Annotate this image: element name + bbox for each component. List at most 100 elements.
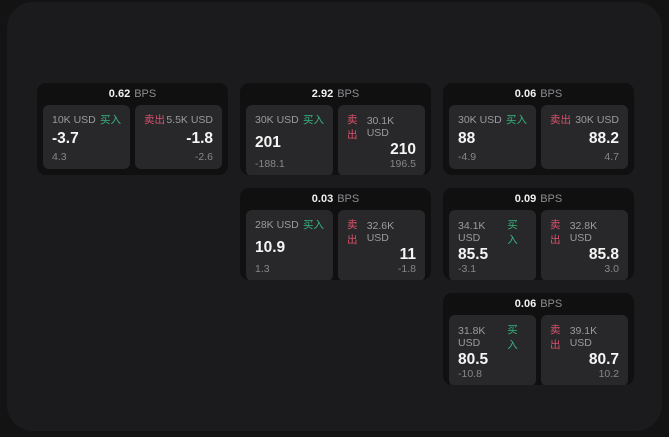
quote-card: 0.09 BPS 34.1K USD 买入 85.5 -3.1 卖出 32.8K… [443, 188, 634, 280]
card-header: 0.62 BPS [37, 83, 228, 105]
sell-price-value: -1.8 [186, 130, 213, 148]
quote-card: 0.03 BPS 28K USD 买入 10.9 1.3 卖出 32.6K US… [240, 188, 431, 280]
buy-price-value: -3.7 [52, 130, 79, 148]
sell-panel-top: 卖出 32.6K USD [347, 217, 416, 247]
buy-delta-value: -4.9 [458, 151, 477, 163]
bps-unit-label: BPS [540, 193, 563, 205]
buy-panel-top: 34.1K USD 买入 [458, 217, 527, 247]
app-frame: 0.62 BPS 10K USD 买入 -3.7 4.3 卖出 5.5K USD… [7, 2, 662, 431]
card-header: 2.92 BPS [240, 83, 431, 105]
sell-panel[interactable]: 卖出 39.1K USD 80.7 10.2 [541, 315, 628, 385]
buy-price-value: 80.5 [458, 351, 489, 368]
buy-amount-label: 28K USD [255, 218, 299, 231]
quote-card-grid: 0.62 BPS 10K USD 买入 -3.7 4.3 卖出 5.5K USD… [37, 83, 634, 385]
buy-amount-label: 30K USD [255, 113, 299, 126]
sell-side-label: 卖出 [144, 114, 165, 126]
bps-value: 0.06 [514, 88, 537, 100]
buy-panel-top: 30K USD 买入 [255, 112, 324, 127]
buy-panel[interactable]: 30K USD 买入 88 -4.9 [449, 105, 536, 169]
sell-amount-label: 30K USD [575, 113, 619, 126]
sell-amount-label: 39.1K USD [569, 325, 598, 349]
buy-price-value: 88 [458, 130, 476, 148]
buy-delta-value: -3.1 [458, 262, 477, 275]
buy-delta-value: -188.1 [255, 157, 285, 170]
bps-value: 0.62 [108, 88, 131, 100]
quote-card: 2.92 BPS 30K USD 买入 201 -188.1 卖出 30.1K … [240, 83, 431, 175]
buy-panel-top: 30K USD 买入 [458, 112, 527, 127]
bps-unit-label: BPS [337, 193, 360, 205]
buy-panel[interactable]: 31.8K USD 买入 80.5 -10.8 [449, 315, 536, 385]
bps-unit-label: BPS [337, 88, 360, 100]
sell-delta-value: 10.2 [598, 367, 619, 380]
sell-price-value: 88.2 [588, 130, 619, 148]
buy-panel-top: 28K USD 买入 [255, 217, 324, 232]
buy-amount-label: 10K USD [52, 113, 96, 126]
sell-panel[interactable]: 卖出 32.6K USD 11 -1.8 [338, 210, 425, 280]
quote-card: 0.06 BPS 31.8K USD 买入 80.5 -10.8 卖出 39.1… [443, 293, 634, 385]
sell-panel-top: 卖出 32.8K USD [550, 217, 619, 247]
side-panels: 34.1K USD 买入 85.5 -3.1 卖出 32.8K USD 85.8… [443, 210, 634, 280]
sell-side-label: 卖出 [347, 219, 358, 246]
sell-delta-value: 3.0 [604, 262, 619, 275]
card-header: 0.03 BPS [240, 188, 431, 210]
bps-value: 0.06 [514, 298, 537, 310]
buy-panel[interactable]: 34.1K USD 买入 85.5 -3.1 [449, 210, 536, 280]
buy-price-value: 201 [255, 133, 281, 151]
buy-delta-value: -10.8 [458, 367, 482, 380]
bps-value: 0.09 [514, 193, 537, 205]
buy-amount-label: 31.8K USD [458, 325, 486, 349]
sell-panel[interactable]: 卖出 30K USD 88.2 4.7 [541, 105, 628, 169]
sell-side-label: 卖出 [550, 114, 571, 126]
side-panels: 31.8K USD 买入 80.5 -10.8 卖出 39.1K USD 80.… [443, 315, 634, 385]
side-panels: 30K USD 买入 88 -4.9 卖出 30K USD 88.2 4.7 [443, 105, 634, 175]
sell-delta-value: 196.5 [389, 157, 416, 170]
sell-panel-top: 卖出 30.1K USD [347, 112, 416, 142]
buy-price-value: 10.9 [255, 238, 286, 256]
sell-delta-value: 4.7 [604, 151, 619, 163]
card-header: 0.09 BPS [443, 188, 634, 210]
sell-side-label: 卖出 [550, 324, 561, 351]
card-header: 0.06 BPS [443, 83, 634, 105]
sell-price-value: 85.8 [588, 246, 619, 263]
buy-panel[interactable]: 30K USD 买入 201 -188.1 [246, 105, 333, 175]
sell-price-value: 80.7 [588, 351, 619, 368]
sell-delta-value: -1.8 [397, 262, 416, 275]
quote-card: 0.06 BPS 30K USD 买入 88 -4.9 卖出 30K USD 8… [443, 83, 634, 175]
buy-panel[interactable]: 10K USD 买入 -3.7 4.3 [43, 105, 130, 169]
buy-side-label: 买入 [303, 219, 324, 231]
buy-panel[interactable]: 28K USD 买入 10.9 1.3 [246, 210, 333, 280]
bps-unit-label: BPS [540, 298, 563, 310]
buy-amount-label: 34.1K USD [458, 220, 486, 244]
sell-side-label: 卖出 [550, 219, 561, 246]
bps-unit-label: BPS [540, 88, 563, 100]
buy-side-label: 买入 [100, 114, 121, 126]
sell-panel[interactable]: 卖出 30.1K USD 210 196.5 [338, 105, 425, 175]
sell-amount-label: 30.1K USD [366, 115, 395, 139]
bps-value: 2.92 [311, 88, 334, 100]
buy-price-value: 85.5 [458, 246, 489, 263]
quote-card: 0.62 BPS 10K USD 买入 -3.7 4.3 卖出 5.5K USD… [37, 83, 228, 175]
sell-amount-label: 32.6K USD [366, 220, 395, 244]
buy-side-label: 买入 [506, 114, 527, 126]
bps-value: 0.03 [311, 193, 334, 205]
sell-side-label: 卖出 [347, 114, 358, 141]
sell-price-value: 11 [399, 246, 416, 263]
sell-panel-top: 卖出 30K USD [550, 112, 619, 127]
sell-panel-top: 卖出 39.1K USD [550, 322, 619, 352]
buy-panel-top: 31.8K USD 买入 [458, 322, 527, 352]
sell-amount-label: 32.8K USD [569, 220, 598, 244]
buy-side-label: 买入 [507, 324, 518, 351]
buy-side-label: 买入 [303, 114, 324, 126]
sell-panel[interactable]: 卖出 32.8K USD 85.8 3.0 [541, 210, 628, 280]
side-panels: 30K USD 买入 201 -188.1 卖出 30.1K USD 210 1… [240, 105, 431, 175]
sell-delta-value: -2.6 [194, 151, 213, 163]
sell-panel-top: 卖出 5.5K USD [144, 112, 213, 127]
buy-delta-value: 4.3 [52, 151, 67, 163]
sell-panel[interactable]: 卖出 5.5K USD -1.8 -2.6 [135, 105, 222, 169]
bps-unit-label: BPS [134, 88, 157, 100]
card-header: 0.06 BPS [443, 293, 634, 315]
buy-panel-top: 10K USD 买入 [52, 112, 121, 127]
side-panels: 28K USD 买入 10.9 1.3 卖出 32.6K USD 11 -1.8 [240, 210, 431, 280]
sell-amount-label: 5.5K USD [166, 113, 213, 126]
sell-price-value: 210 [390, 141, 416, 158]
